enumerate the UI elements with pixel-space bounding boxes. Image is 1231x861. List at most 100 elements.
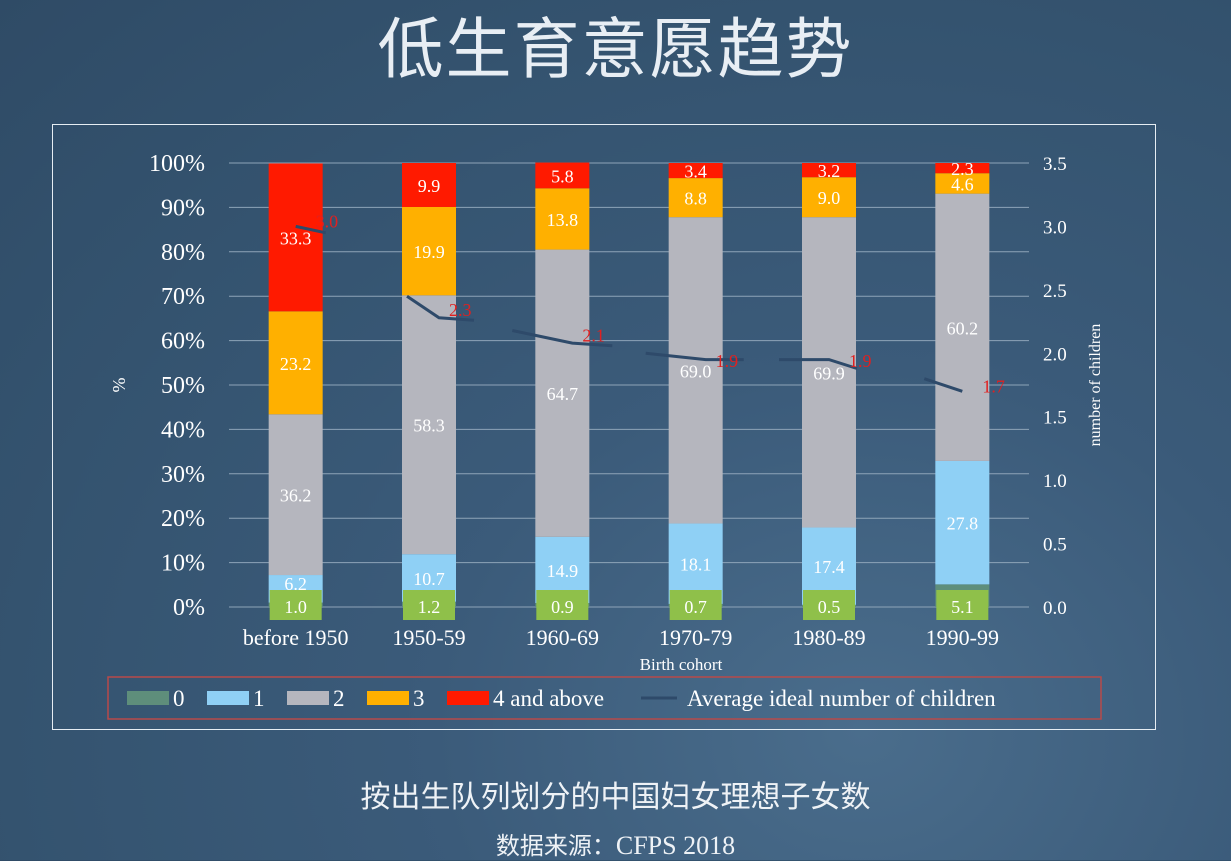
bar-segment: [268, 311, 323, 415]
y-left-tick-label: 80%: [161, 240, 205, 266]
data-label: 3.4: [684, 162, 707, 182]
y-left-axis-label: %: [109, 378, 129, 393]
data-label-background: [936, 590, 989, 620]
bar-segment: [402, 206, 456, 296]
bar-segment: [402, 295, 456, 555]
legend-swatch: [447, 691, 489, 705]
bar-segment: [535, 188, 590, 250]
legend-label: 2: [333, 686, 345, 711]
y-left-tick-label: 60%: [161, 329, 205, 355]
bar-segment: [402, 163, 456, 207]
bar-segment: [935, 163, 990, 174]
line-data-label: 2.3: [449, 300, 472, 320]
data-label: 9.9: [418, 176, 441, 196]
bar-segment: [935, 460, 990, 585]
bar-segment: [935, 193, 990, 461]
data-label-background: [669, 590, 722, 620]
legend-label: 3: [413, 686, 425, 711]
bar-segment: [668, 178, 723, 218]
y-right-tick-label: 0.5: [1043, 535, 1067, 556]
y-left-tick-label: 100%: [149, 151, 205, 177]
legend-swatch: [207, 691, 249, 705]
data-label: 18.1: [680, 555, 712, 575]
y-left-tick-label: 20%: [161, 506, 205, 532]
data-source: 数据来源：CFPS 2018: [0, 826, 1231, 861]
legend-swatch: [367, 691, 409, 705]
legend-swatch: [127, 691, 169, 705]
data-label: 14.9: [547, 561, 579, 581]
data-label: 19.9: [413, 242, 445, 262]
y-left-tick-label: 0%: [173, 595, 205, 621]
chart-frame: 0% 10% 20% 30% 40% 50% 60% 70% 80% 90% 100% 0.0 0.5 1…: [52, 124, 1156, 730]
y-right-tick-label: 2.0: [1043, 344, 1067, 365]
ideal-children-chart: 0%10%20%30%40%50%60%70%80%90%100%0.00.51…: [107, 151, 1104, 720]
bar-segment: [668, 163, 723, 179]
bar-segment: [268, 163, 323, 312]
y-right-tick-label: 0.0: [1043, 598, 1067, 619]
data-label: 9.0: [818, 188, 841, 208]
line-data-label: 3.0: [316, 211, 339, 231]
bar-segment: [802, 177, 856, 218]
data-label: 4.6: [951, 174, 974, 194]
data-label: 5.8: [551, 166, 574, 186]
legend-box: [107, 676, 1102, 720]
data-label: 60.2: [947, 318, 979, 338]
data-label: 5.1: [951, 597, 974, 617]
legend-label: 4 and above: [493, 686, 604, 711]
source-value: CFPS 2018: [615, 831, 736, 860]
y-left-tick-label: 30%: [161, 462, 205, 488]
y-right-tick-label: 1.5: [1043, 408, 1067, 429]
y-left-tick-label: 40%: [161, 417, 205, 443]
data-label: 27.8: [947, 514, 979, 534]
data-label: 2.3: [951, 159, 974, 179]
data-label: 36.2: [280, 486, 312, 506]
y-right-axis-label: number of children: [1087, 324, 1104, 447]
data-label: 3.2: [818, 161, 841, 181]
data-label: 69.0: [680, 361, 712, 381]
bar-segment: [535, 249, 590, 537]
data-label: 1.0: [284, 597, 307, 617]
bar-segment: [935, 173, 990, 194]
y-left-tick-label: 90%: [161, 195, 205, 221]
data-label: 0.5: [818, 597, 841, 617]
data-label: 17.4: [813, 557, 845, 577]
data-label: 64.7: [547, 384, 579, 404]
x-tick-label: 1960-69: [526, 625, 599, 650]
x-tick-label: 1950-59: [392, 625, 465, 650]
data-label-background: [269, 590, 322, 620]
y-right-tick-label: 1.0: [1043, 471, 1067, 492]
x-tick-label: before 1950: [243, 625, 349, 650]
y-right-tick-label: 3.5: [1043, 154, 1067, 175]
legend-swatch: [287, 691, 329, 705]
x-axis-label: Birth cohort: [640, 655, 723, 674]
line-data-label: 1.9: [849, 351, 872, 371]
y-left-tick-label: 10%: [161, 551, 205, 577]
data-label: 10.7: [413, 569, 445, 589]
data-label-background: [403, 590, 455, 620]
data-label: 23.2: [280, 354, 312, 374]
legend-label: 0: [173, 686, 185, 711]
data-label-background: [536, 590, 589, 620]
page-title: 低生育意愿趋势: [377, 11, 854, 88]
x-tick-label: 1990-99: [926, 625, 999, 650]
average-line: [295, 224, 963, 393]
source-label: 数据来源：: [495, 832, 616, 860]
line-data-label: 1.7: [982, 376, 1005, 396]
bar-segment: [535, 162, 590, 189]
data-label: 6.2: [284, 574, 307, 594]
x-tick-label: 1980-89: [792, 625, 865, 650]
bar-segment: [802, 163, 856, 178]
data-label: 8.8: [684, 189, 707, 209]
data-label-background: [803, 590, 855, 620]
y-right-tick-label: 2.5: [1043, 281, 1067, 302]
line-data-label: 1.9: [716, 351, 739, 371]
data-label: 13.8: [547, 210, 579, 230]
y-left-tick-label: 70%: [161, 284, 205, 310]
data-label: 58.3: [413, 416, 445, 436]
y-right-tick-label: 3.0: [1043, 217, 1067, 238]
bar-segment: [802, 217, 856, 528]
legend-label: 1: [253, 686, 265, 711]
chart-caption: 按出生队列划分的中国妇女理想子女数: [360, 780, 871, 815]
data-label: 0.9: [551, 597, 574, 617]
data-label: 1.2: [418, 597, 441, 617]
